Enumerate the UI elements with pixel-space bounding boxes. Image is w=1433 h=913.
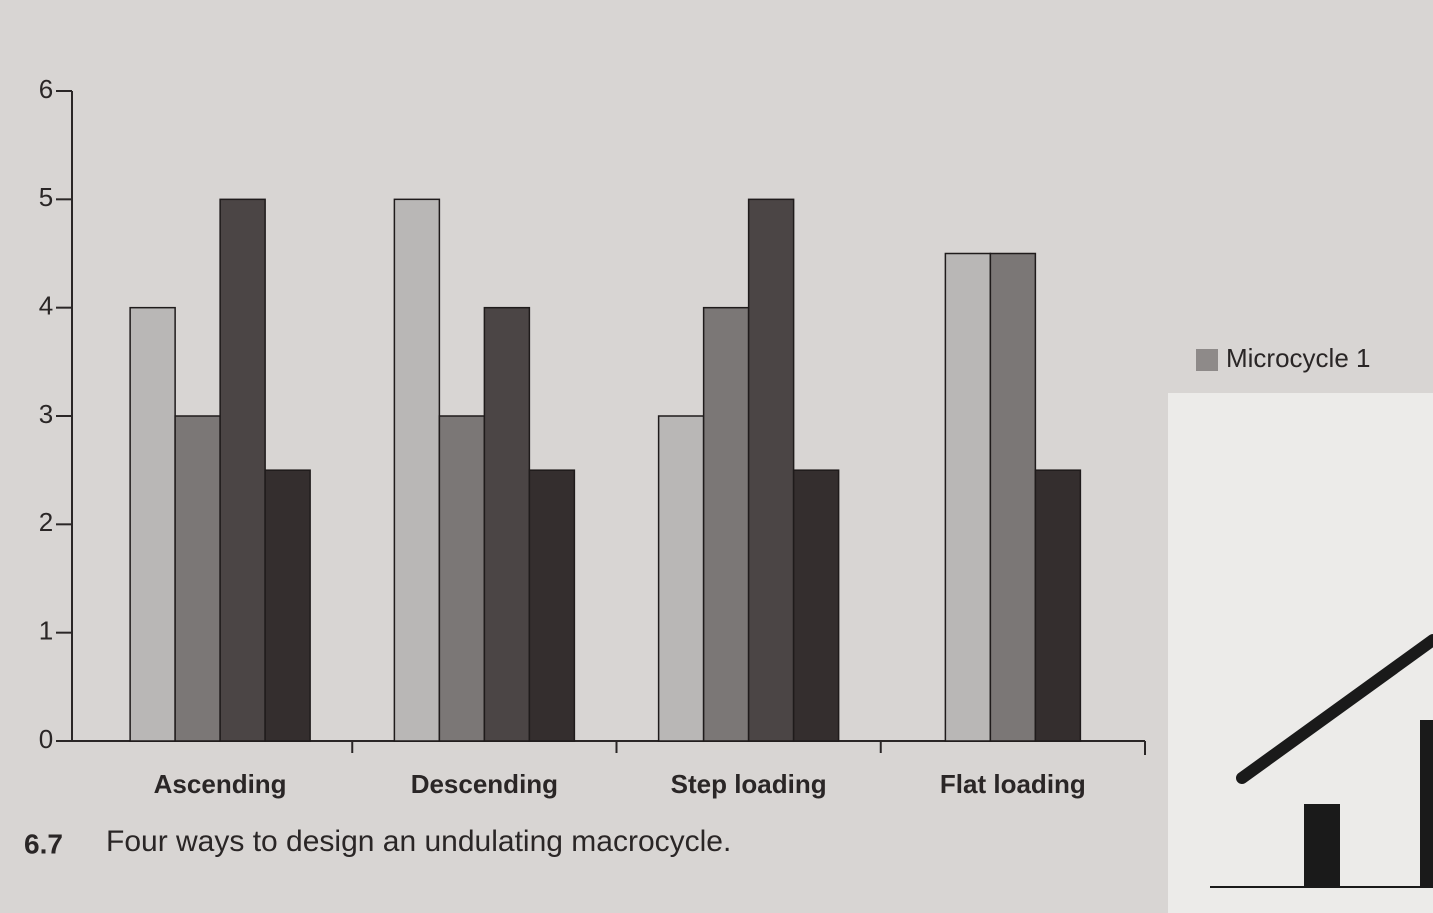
- bar: [749, 199, 794, 741]
- bar: [439, 416, 484, 741]
- bar: [265, 470, 310, 741]
- bar: [394, 199, 439, 741]
- figure-number: 6.7: [24, 828, 63, 859]
- y-tick-label: 4: [39, 291, 53, 321]
- chart: Microcycle 1 6.7 Four ways to design an …: [0, 0, 1433, 913]
- legend-swatch: [1196, 349, 1218, 371]
- legend-label: Microcycle 1: [1226, 343, 1370, 373]
- x-tick-label: Flat loading: [940, 769, 1086, 799]
- y-tick-label: 6: [39, 74, 53, 104]
- page: {"chart_data": {"type": "bar", "categori…: [0, 0, 1433, 913]
- x-tick-label: Ascending: [154, 769, 287, 799]
- bar: [175, 416, 220, 741]
- inset-panel: [1168, 393, 1433, 913]
- y-tick-label: 3: [39, 399, 53, 429]
- bar: [794, 470, 839, 741]
- bar: [659, 416, 704, 741]
- y-tick-label: 1: [39, 616, 53, 646]
- y-tick-label: 0: [39, 724, 53, 754]
- bar: [220, 199, 265, 741]
- x-tick-label: Step loading: [671, 769, 827, 799]
- bar: [1035, 470, 1080, 741]
- bar: [529, 470, 574, 741]
- bar: [945, 254, 990, 742]
- y-tick-label: 5: [39, 182, 53, 212]
- bar: [484, 308, 529, 741]
- y-tick-label: 2: [39, 507, 53, 537]
- caption: Four ways to design an undulating macroc…: [106, 825, 731, 858]
- bar: [704, 308, 749, 741]
- bar: [130, 308, 175, 741]
- x-tick-label: Descending: [411, 769, 558, 799]
- bar: [990, 254, 1035, 742]
